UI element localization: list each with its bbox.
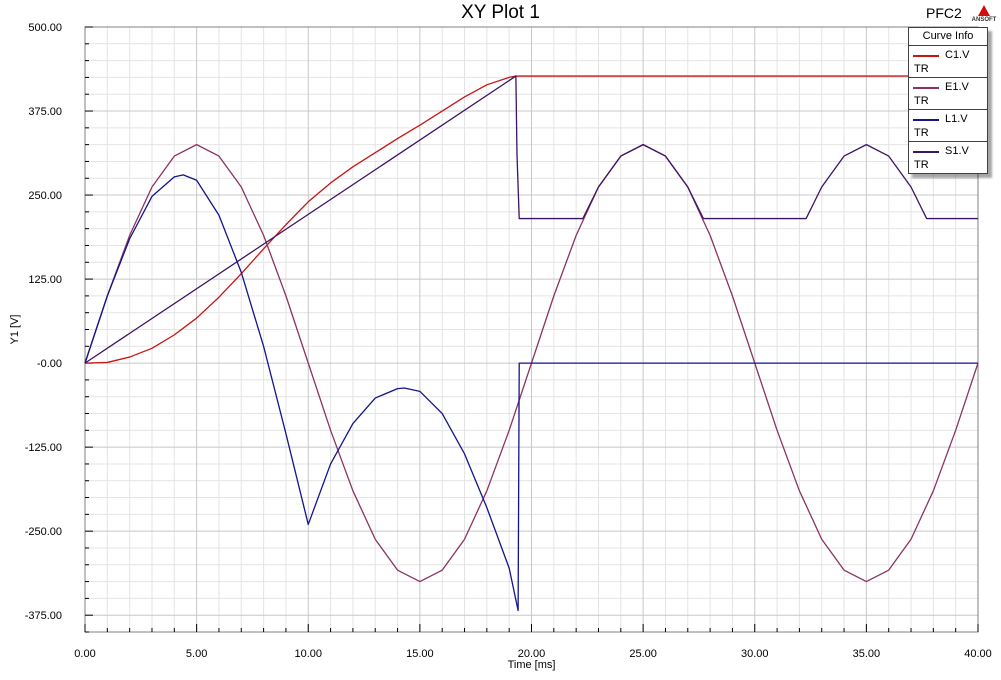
y-tick-label: -375.00 xyxy=(25,610,62,622)
legend-swatch xyxy=(913,151,939,153)
ansoft-logo: ANSOFT xyxy=(969,3,1001,25)
x-axis-label: Time [ms] xyxy=(508,659,556,671)
legend-series-name: C1.V xyxy=(945,49,970,61)
x-tick-label: 25.00 xyxy=(629,648,657,660)
x-tick-label: 40.00 xyxy=(964,648,992,660)
legend-series-sweep: TR xyxy=(914,63,929,75)
legend-series-name: L1.V xyxy=(945,113,968,125)
x-tick-label: 15.00 xyxy=(406,648,434,660)
x-tick-label: 30.00 xyxy=(741,648,769,660)
y-tick-label: -125.00 xyxy=(25,442,62,454)
legend-series-sweep: TR xyxy=(914,159,929,171)
x-tick-label: 10.00 xyxy=(294,648,322,660)
legend-title: Curve Info xyxy=(909,28,987,46)
legend-entries: C1.V TR E1.V TR L1.V TR S1.V TR xyxy=(909,46,987,173)
y-tick-label: 125.00 xyxy=(28,274,62,286)
logo-triangle-icon xyxy=(978,5,990,16)
y-tick-label: 250.00 xyxy=(28,190,62,202)
legend-series-name: E1.V xyxy=(945,81,969,93)
series-line-l1-v xyxy=(84,174,978,612)
x-tick-label: 35.00 xyxy=(853,648,881,660)
legend-entry[interactable]: C1.V TR xyxy=(909,46,987,78)
legend-entry[interactable]: L1.V TR xyxy=(909,110,987,142)
legend-entry[interactable]: E1.V TR xyxy=(909,78,987,110)
y-tick-label: 500.00 xyxy=(28,22,62,34)
legend-swatch xyxy=(913,87,939,89)
y-tick-label: -250.00 xyxy=(25,526,62,538)
series-line-s1-v xyxy=(84,75,978,364)
project-name: PFC2 xyxy=(926,5,962,21)
legend-swatch xyxy=(913,119,939,121)
x-tick-label: 0.00 xyxy=(74,648,95,660)
legend-entry[interactable]: S1.V TR xyxy=(909,142,987,173)
legend-series-sweep: TR xyxy=(914,95,929,107)
curve-info-legend[interactable]: Curve Info C1.V TR E1.V TR L1.V TR S1.V TR xyxy=(908,27,988,174)
legend-series-name: S1.V xyxy=(945,145,969,157)
series-line-c1-v xyxy=(84,75,978,364)
grid xyxy=(84,26,979,633)
y-tick-label: 375.00 xyxy=(28,106,62,118)
x-tick-label: 5.00 xyxy=(186,648,207,660)
legend-series-sweep: TR xyxy=(914,127,929,139)
y-tick-label: -0.00 xyxy=(37,358,62,370)
x-tick-label: 20.00 xyxy=(518,648,546,660)
logo-text: ANSOFT xyxy=(971,17,997,23)
tick-labels: 0.00 5.00 10.00 15.00 20.00 25.00 30.00 35.00 40… xyxy=(9,22,992,671)
legend-swatch xyxy=(913,55,939,57)
series-group xyxy=(84,75,979,612)
chart-title: XY Plot 1 xyxy=(461,2,540,23)
y-axis-label: Y1 [V] xyxy=(9,315,21,345)
